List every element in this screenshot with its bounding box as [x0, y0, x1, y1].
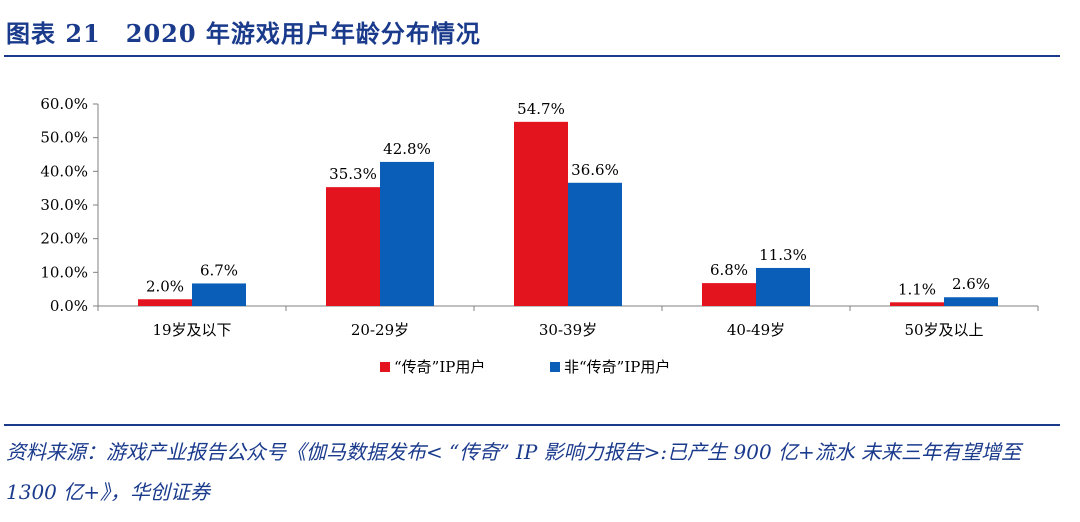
bar: [380, 161, 434, 306]
y-tick-label: 40.0%: [40, 162, 88, 180]
x-tick-label: 50岁及以上: [904, 321, 983, 339]
data-label: 6.7%: [200, 261, 238, 279]
bar-chart: 0.0% 10.0% 20.0% 30.0% 40.0% 50.0% 60.0% 2.0% 6.…: [40, 95, 1039, 376]
figure-header: 图表 21 2020 年游戏用户年龄分布情况: [0, 0, 1080, 60]
bar: [192, 283, 246, 306]
bar: [756, 267, 810, 306]
x-tick-label: 19岁及以下: [152, 321, 231, 339]
data-label: 54.7%: [517, 100, 565, 118]
data-label: 2.0%: [146, 277, 184, 295]
y-tick-label: 60.0%: [40, 95, 88, 113]
bar: [944, 297, 998, 306]
title-rule: [4, 55, 1060, 57]
y-tick-label: 50.0%: [40, 129, 88, 147]
legend-label: 非“传奇”IP用户: [564, 358, 670, 376]
data-label: 35.3%: [329, 165, 377, 183]
x-tick-label: 30-39岁: [539, 321, 597, 339]
data-label: 11.3%: [759, 246, 807, 264]
y-tick-label: 10.0%: [40, 263, 88, 281]
x-tick-label: 20-29岁: [351, 321, 409, 339]
bar: [702, 283, 756, 306]
legend-swatch: [380, 362, 390, 372]
source-rule: [4, 424, 1060, 426]
data-label: 2.6%: [952, 275, 990, 293]
legend-swatch: [550, 362, 560, 372]
figure-title: 图表 21 2020 年游戏用户年龄分布情况: [6, 19, 481, 48]
y-tick-label: 0.0%: [50, 297, 88, 315]
data-label: 42.8%: [383, 140, 431, 158]
figure-source: 资料来源：游戏产业报告公众号《伽马数据发布< “传奇” IP 影响力报告>:已产…: [6, 440, 1022, 504]
bar: [568, 182, 622, 306]
bar: [326, 187, 380, 306]
bar: [890, 302, 944, 306]
data-label: 36.6%: [571, 161, 619, 179]
x-tick-label: 40-49岁: [727, 321, 785, 339]
y-tick-label: 20.0%: [40, 230, 88, 248]
bar: [138, 299, 192, 306]
data-label: 6.8%: [710, 261, 748, 279]
y-tick-label: 30.0%: [40, 196, 88, 214]
bar: [514, 121, 568, 306]
data-label: 1.1%: [898, 280, 936, 298]
legend-label: “传奇”IP用户: [394, 358, 485, 376]
chart-area: 0.0% 10.0% 20.0% 30.0% 40.0% 50.0% 60.0% 2.0% 6.…: [0, 60, 1080, 400]
